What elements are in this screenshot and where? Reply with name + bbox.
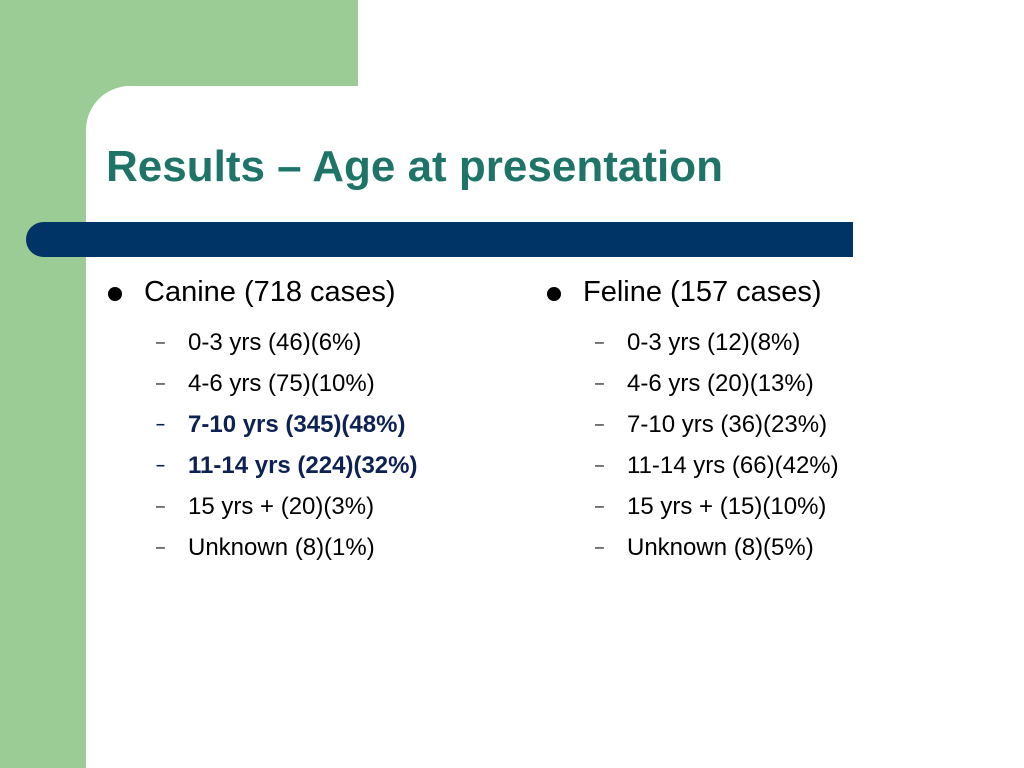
list-item: – Unknown (8)(1%) bbox=[106, 527, 526, 568]
list-item: – 7-10 yrs (36)(23%) bbox=[545, 404, 965, 445]
dash-icon: – bbox=[595, 539, 604, 556]
dash-icon: – bbox=[156, 375, 165, 392]
slide-title: Results – Age at presentation bbox=[106, 142, 723, 191]
list-item-text: 15 yrs + (15)(10%) bbox=[627, 493, 827, 520]
list-item: – 15 yrs + (15)(10%) bbox=[545, 486, 965, 527]
feline-heading: Feline (157 cases) bbox=[545, 272, 965, 312]
feline-column: Feline (157 cases) – 0-3 yrs (12)(8%) – … bbox=[545, 272, 965, 568]
dash-icon: – bbox=[595, 375, 604, 392]
feline-age-list: – 0-3 yrs (12)(8%) – 4-6 yrs (20)(13%) –… bbox=[545, 322, 965, 568]
list-item-text: 11-14 yrs (66)(42%) bbox=[627, 452, 839, 479]
dash-icon: – bbox=[156, 334, 165, 351]
title-underline-bar bbox=[26, 222, 853, 257]
list-item: – 0-3 yrs (12)(8%) bbox=[545, 322, 965, 363]
dash-icon: – bbox=[595, 416, 604, 433]
list-item-text: 0-3 yrs (46)(6%) bbox=[188, 329, 362, 356]
list-item-text: 11-14 yrs (224)(32%) bbox=[188, 452, 418, 479]
bullet-icon bbox=[108, 287, 122, 301]
list-item-text: 7-10 yrs (36)(23%) bbox=[627, 411, 828, 438]
bullet-icon bbox=[547, 287, 561, 301]
list-item: – Unknown (8)(5%) bbox=[545, 527, 965, 568]
dash-icon: – bbox=[156, 457, 165, 474]
content-card bbox=[86, 86, 1024, 768]
list-item-highlighted: – 11-14 yrs (224)(32%) bbox=[106, 445, 526, 486]
feline-heading-text: Feline (157 cases) bbox=[583, 276, 822, 308]
canine-heading-text: Canine (718 cases) bbox=[144, 276, 396, 308]
list-item-text: 4-6 yrs (75)(10%) bbox=[188, 370, 375, 397]
list-item-text: 7-10 yrs (345)(48%) bbox=[188, 411, 406, 438]
dash-icon: – bbox=[595, 457, 604, 474]
list-item: – 4-6 yrs (75)(10%) bbox=[106, 363, 526, 404]
list-item: – 11-14 yrs (66)(42%) bbox=[545, 445, 965, 486]
canine-heading: Canine (718 cases) bbox=[106, 272, 526, 312]
dash-icon: – bbox=[595, 498, 604, 515]
dash-icon: – bbox=[595, 334, 604, 351]
canine-age-list: – 0-3 yrs (46)(6%) – 4-6 yrs (75)(10%) –… bbox=[106, 322, 526, 568]
list-item: – 0-3 yrs (46)(6%) bbox=[106, 322, 526, 363]
dash-icon: – bbox=[156, 498, 165, 515]
list-item-text: 0-3 yrs (12)(8%) bbox=[627, 329, 801, 356]
canine-column: Canine (718 cases) – 0-3 yrs (46)(6%) – … bbox=[106, 272, 526, 568]
list-item: – 4-6 yrs (20)(13%) bbox=[545, 363, 965, 404]
list-item-text: Unknown (8)(5%) bbox=[627, 534, 814, 561]
list-item: – 15 yrs + (20)(3%) bbox=[106, 486, 526, 527]
list-item-text: 4-6 yrs (20)(13%) bbox=[627, 370, 814, 397]
list-item-highlighted: – 7-10 yrs (345)(48%) bbox=[106, 404, 526, 445]
list-item-text: 15 yrs + (20)(3%) bbox=[188, 493, 375, 520]
dash-icon: – bbox=[156, 539, 165, 556]
list-item-text: Unknown (8)(1%) bbox=[188, 534, 375, 561]
dash-icon: – bbox=[156, 416, 165, 433]
